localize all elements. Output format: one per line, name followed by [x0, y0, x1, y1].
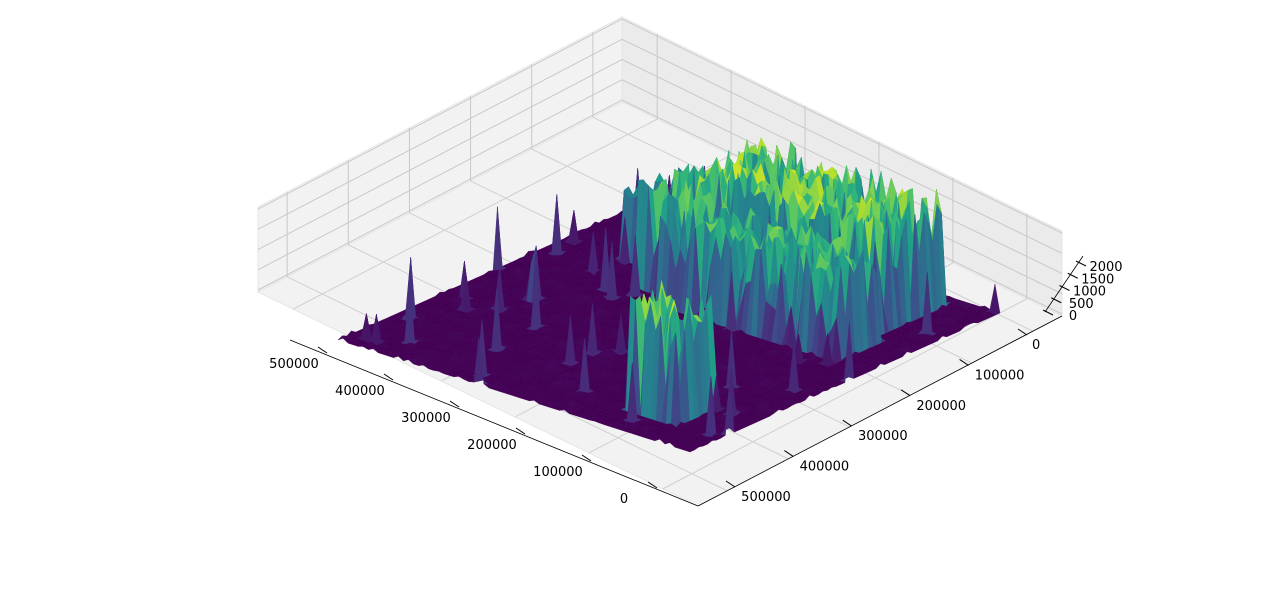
y-tick-label: 100000 [975, 368, 1025, 383]
z-grid-line [257, 38, 1063, 254]
x-tick-label: 300000 [401, 411, 451, 426]
x-tick-label: 400000 [335, 384, 385, 399]
y-tick-label: 500000 [741, 490, 791, 505]
y-tick-label: 0 [1032, 338, 1040, 353]
x-tick [449, 400, 460, 408]
y-tick-label: 300000 [858, 429, 908, 444]
z-grid-line [257, 58, 1063, 274]
x-tick-label: 500000 [269, 357, 319, 372]
x-tick [581, 454, 592, 462]
grid-line [292, 118, 658, 310]
x-tick-label: 0 [620, 492, 628, 507]
y-tick-label: 400000 [800, 460, 850, 475]
x-tick [515, 427, 526, 435]
y-tick-label: 200000 [916, 399, 966, 414]
x-tick-label: 100000 [533, 465, 583, 480]
surface [337, 137, 1001, 453]
grid-line [662, 298, 1028, 490]
z-tick-label: 2000 [1089, 260, 1122, 275]
x-tick-label: 200000 [467, 438, 517, 453]
z-grid-line [257, 18, 1063, 234]
